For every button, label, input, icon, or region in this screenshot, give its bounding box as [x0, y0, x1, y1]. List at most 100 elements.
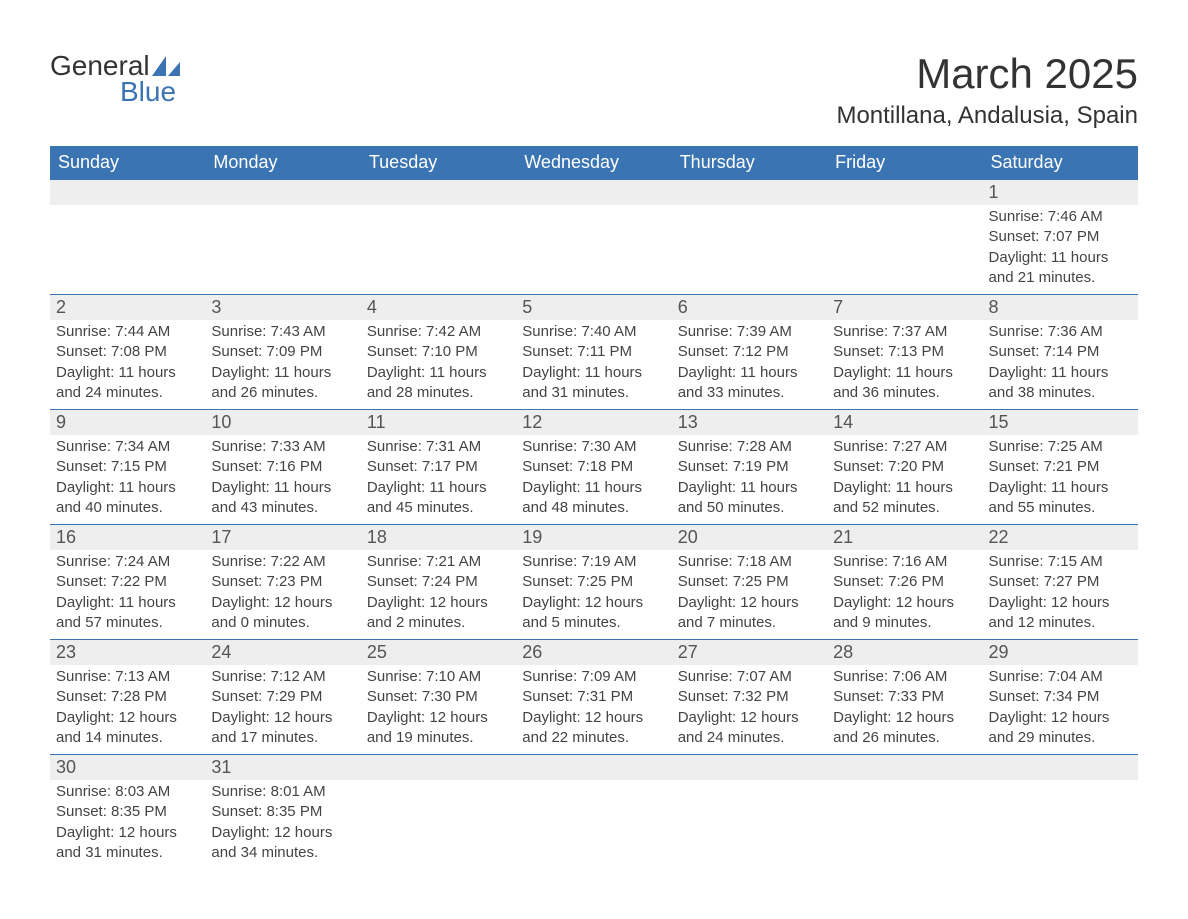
sunset-text: Sunset: 7:29 PM [211, 687, 354, 707]
sunset-text: Sunset: 7:25 PM [678, 572, 821, 592]
day-cell [361, 205, 516, 295]
daylight1-text: Daylight: 12 hours [211, 593, 354, 613]
day-cell: Sunrise: 7:06 AMSunset: 7:33 PMDaylight:… [827, 665, 982, 755]
day-cell [827, 780, 982, 869]
daylight1-text: Daylight: 11 hours [56, 478, 199, 498]
day-number-row: 3031 [50, 755, 1138, 781]
sunrise-text: Sunrise: 7:31 AM [367, 437, 510, 457]
day-cell: Sunrise: 7:04 AMSunset: 7:34 PMDaylight:… [983, 665, 1138, 755]
daylight1-text: Daylight: 11 hours [678, 478, 821, 498]
daylight2-text: and 29 minutes. [989, 728, 1132, 748]
sunrise-text: Sunrise: 7:13 AM [56, 667, 199, 687]
daylight1-text: Daylight: 12 hours [367, 593, 510, 613]
daylight1-text: Daylight: 11 hours [211, 478, 354, 498]
day-number: 8 [983, 295, 1138, 321]
sunrise-text: Sunrise: 7:25 AM [989, 437, 1132, 457]
day-number-row: 1 [50, 180, 1138, 206]
day-data-row: Sunrise: 7:24 AMSunset: 7:22 PMDaylight:… [50, 550, 1138, 640]
daylight1-text: Daylight: 11 hours [989, 478, 1132, 498]
sunrise-text: Sunrise: 7:39 AM [678, 322, 821, 342]
daylight1-text: Daylight: 12 hours [522, 708, 665, 728]
sunset-text: Sunset: 7:21 PM [989, 457, 1132, 477]
sunrise-text: Sunrise: 7:28 AM [678, 437, 821, 457]
daylight1-text: Daylight: 12 hours [678, 708, 821, 728]
sunset-text: Sunset: 7:13 PM [833, 342, 976, 362]
sunset-text: Sunset: 7:16 PM [211, 457, 354, 477]
day-number-row: 23242526272829 [50, 640, 1138, 666]
daylight2-text: and 31 minutes. [56, 843, 199, 863]
daylight1-text: Daylight: 11 hours [522, 363, 665, 383]
weekday-header: Tuesday [361, 146, 516, 180]
sunset-text: Sunset: 7:11 PM [522, 342, 665, 362]
day-number: 27 [672, 640, 827, 666]
day-cell: Sunrise: 7:25 AMSunset: 7:21 PMDaylight:… [983, 435, 1138, 525]
day-number: 7 [827, 295, 982, 321]
daylight1-text: Daylight: 12 hours [211, 823, 354, 843]
daylight1-text: Daylight: 11 hours [367, 363, 510, 383]
daylight1-text: Daylight: 12 hours [56, 708, 199, 728]
daylight2-text: and 43 minutes. [211, 498, 354, 518]
day-cell: Sunrise: 7:42 AMSunset: 7:10 PMDaylight:… [361, 320, 516, 410]
sunset-text: Sunset: 7:20 PM [833, 457, 976, 477]
day-number: 31 [205, 755, 360, 781]
sunrise-text: Sunrise: 8:01 AM [211, 782, 354, 802]
day-cell [361, 780, 516, 869]
daylight2-text: and 31 minutes. [522, 383, 665, 403]
day-number: 5 [516, 295, 671, 321]
daylight1-text: Daylight: 11 hours [989, 363, 1132, 383]
day-cell: Sunrise: 7:36 AMSunset: 7:14 PMDaylight:… [983, 320, 1138, 410]
day-number-row: 9101112131415 [50, 410, 1138, 436]
day-cell: Sunrise: 7:24 AMSunset: 7:22 PMDaylight:… [50, 550, 205, 640]
calendar-body: 1Sunrise: 7:46 AMSunset: 7:07 PMDaylight… [50, 180, 1138, 870]
daylight2-text: and 24 minutes. [678, 728, 821, 748]
sunset-text: Sunset: 7:18 PM [522, 457, 665, 477]
sunset-text: Sunset: 7:15 PM [56, 457, 199, 477]
sunrise-text: Sunrise: 7:09 AM [522, 667, 665, 687]
sunset-text: Sunset: 7:23 PM [211, 572, 354, 592]
day-number: 15 [983, 410, 1138, 436]
day-number [361, 180, 516, 206]
sunrise-text: Sunrise: 7:36 AM [989, 322, 1132, 342]
daylight2-text: and 9 minutes. [833, 613, 976, 633]
sunset-text: Sunset: 7:19 PM [678, 457, 821, 477]
sunset-text: Sunset: 7:12 PM [678, 342, 821, 362]
day-number: 29 [983, 640, 1138, 666]
calendar-header: Sunday Monday Tuesday Wednesday Thursday… [50, 146, 1138, 180]
month-title: March 2025 [836, 50, 1138, 98]
daylight1-text: Daylight: 11 hours [833, 363, 976, 383]
daylight1-text: Daylight: 12 hours [833, 708, 976, 728]
day-cell: Sunrise: 7:46 AMSunset: 7:07 PMDaylight:… [983, 205, 1138, 295]
weekday-header: Friday [827, 146, 982, 180]
daylight2-text: and 33 minutes. [678, 383, 821, 403]
day-number: 20 [672, 525, 827, 551]
sunset-text: Sunset: 7:32 PM [678, 687, 821, 707]
day-cell: Sunrise: 7:15 AMSunset: 7:27 PMDaylight:… [983, 550, 1138, 640]
day-number [516, 755, 671, 781]
weekday-header: Wednesday [516, 146, 671, 180]
day-cell [983, 780, 1138, 869]
sunset-text: Sunset: 7:26 PM [833, 572, 976, 592]
daylight2-text: and 34 minutes. [211, 843, 354, 863]
daylight2-text: and 38 minutes. [989, 383, 1132, 403]
daylight2-text: and 36 minutes. [833, 383, 976, 403]
day-cell: Sunrise: 7:34 AMSunset: 7:15 PMDaylight:… [50, 435, 205, 525]
daylight2-text: and 14 minutes. [56, 728, 199, 748]
daylight2-text: and 52 minutes. [833, 498, 976, 518]
day-number: 16 [50, 525, 205, 551]
daylight1-text: Daylight: 12 hours [989, 593, 1132, 613]
day-number-row: 2345678 [50, 295, 1138, 321]
day-number: 21 [827, 525, 982, 551]
day-cell: Sunrise: 7:27 AMSunset: 7:20 PMDaylight:… [827, 435, 982, 525]
daylight2-text: and 48 minutes. [522, 498, 665, 518]
day-cell [516, 205, 671, 295]
page-header: General Blue March 2025 Montillana, Anda… [50, 50, 1138, 134]
day-number: 9 [50, 410, 205, 436]
day-number [672, 755, 827, 781]
daylight1-text: Daylight: 11 hours [56, 363, 199, 383]
sunrise-text: Sunrise: 7:15 AM [989, 552, 1132, 572]
sunset-text: Sunset: 7:34 PM [989, 687, 1132, 707]
day-number: 23 [50, 640, 205, 666]
day-cell [672, 780, 827, 869]
day-number: 13 [672, 410, 827, 436]
sunrise-text: Sunrise: 7:37 AM [833, 322, 976, 342]
